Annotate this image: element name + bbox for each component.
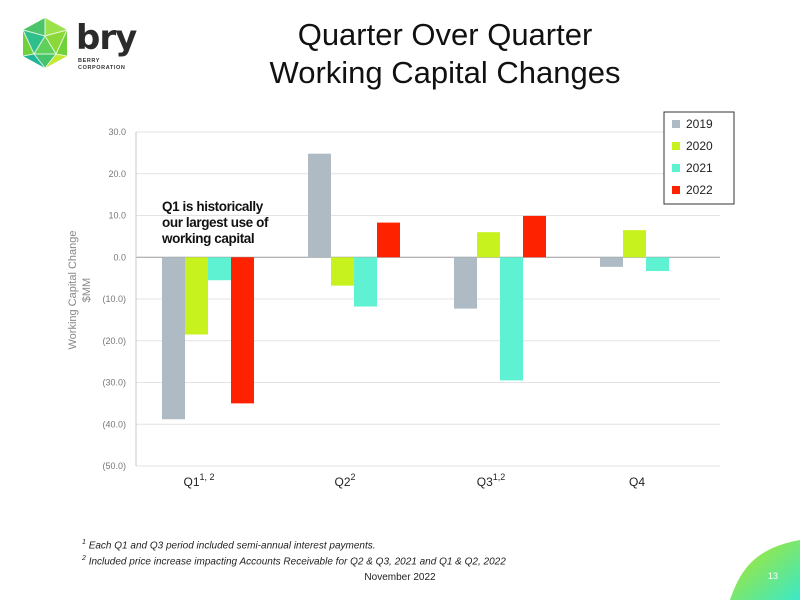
hexagon-logo-icon [22,18,68,69]
legend-swatch-2022 [672,186,680,194]
y-axis-label: Working Capital Change [67,230,79,349]
y-tick-label: 30.0 [108,127,126,137]
corner-accent-shape [730,540,800,600]
bar-2019-q1 [162,257,185,420]
bar-2019-q3 [454,257,477,309]
legend-swatch-2020 [672,142,680,150]
title-line-1: Quarter Over Quarter [297,17,593,52]
page-number: 13 [768,571,779,581]
y-tick-label: (30.0) [102,378,126,388]
bar-2019-q2 [308,153,331,258]
footnotes: 1 Each Q1 and Q3 period included semi-an… [82,536,506,569]
x-tick-label: Q31,2 [477,472,506,489]
legend-label: 2019 [686,117,713,131]
title-line-2: Working Capital Changes [269,55,621,90]
footnote-text: Each Q1 and Q3 period included semi-annu… [88,540,376,552]
logo-subtext: BERRY [78,58,101,64]
legend-label: 2022 [686,183,713,197]
legend-label: 2021 [686,161,713,175]
bar-2022-q1 [231,257,254,404]
footnote-1: 1 Each Q1 and Q3 period included semi-an… [82,536,506,552]
logo-wordmark: bry [76,18,137,58]
annotation-line: our largest use of [162,215,269,230]
legend-swatch-2019 [672,120,680,128]
y-axis-label: $MM [81,278,93,302]
y-tick-label: (50.0) [102,461,126,471]
bar-2020-q2 [331,257,354,286]
footnote-2: 2 Included price increase impacting Acco… [82,552,506,568]
y-tick-label: 10.0 [108,211,126,221]
x-tick-label: Q11, 2 [183,472,214,489]
footnote-mark: 1 [82,539,86,546]
footnote-mark: 2 [82,555,86,563]
x-tick-label: Q22 [334,472,355,489]
annotation-line: working capital [162,231,255,246]
bar-2019-q4 [600,257,623,267]
date-label: November 2022 [364,572,436,583]
y-tick-label: 0.0 [113,252,126,262]
bar-2021-q4 [646,257,669,272]
footnote-text: Included price increase impacting Accoun… [88,556,506,568]
y-tick-label: (10.0) [102,294,126,304]
logo-subtext: CORPORATION [78,65,126,71]
x-tick-label: Q4 [629,475,645,489]
berry-logo: bry BERRY CORPORATION [18,14,138,74]
y-tick-label: (40.0) [102,419,126,429]
bar-2022-q2 [377,222,400,258]
page-title: Quarter Over Quarter Working Capital Cha… [200,16,690,92]
legend-label: 2020 [686,139,713,153]
chart-annotation: Q1 is historically our largest use of wo… [162,199,268,247]
bar-2020-q4 [623,230,646,258]
annotation-line: Q1 is historically [162,199,263,214]
bar-2021-q1 [208,257,231,281]
legend-swatch-2021 [672,164,680,172]
bar-2020-q3 [477,232,500,258]
bar-2022-q3 [523,215,546,258]
y-tick-label: 20.0 [108,169,126,179]
bar-2021-q3 [500,257,523,381]
y-tick-label: (20.0) [102,336,126,346]
bar-2020-q1 [185,257,208,335]
bar-2021-q2 [354,257,377,307]
